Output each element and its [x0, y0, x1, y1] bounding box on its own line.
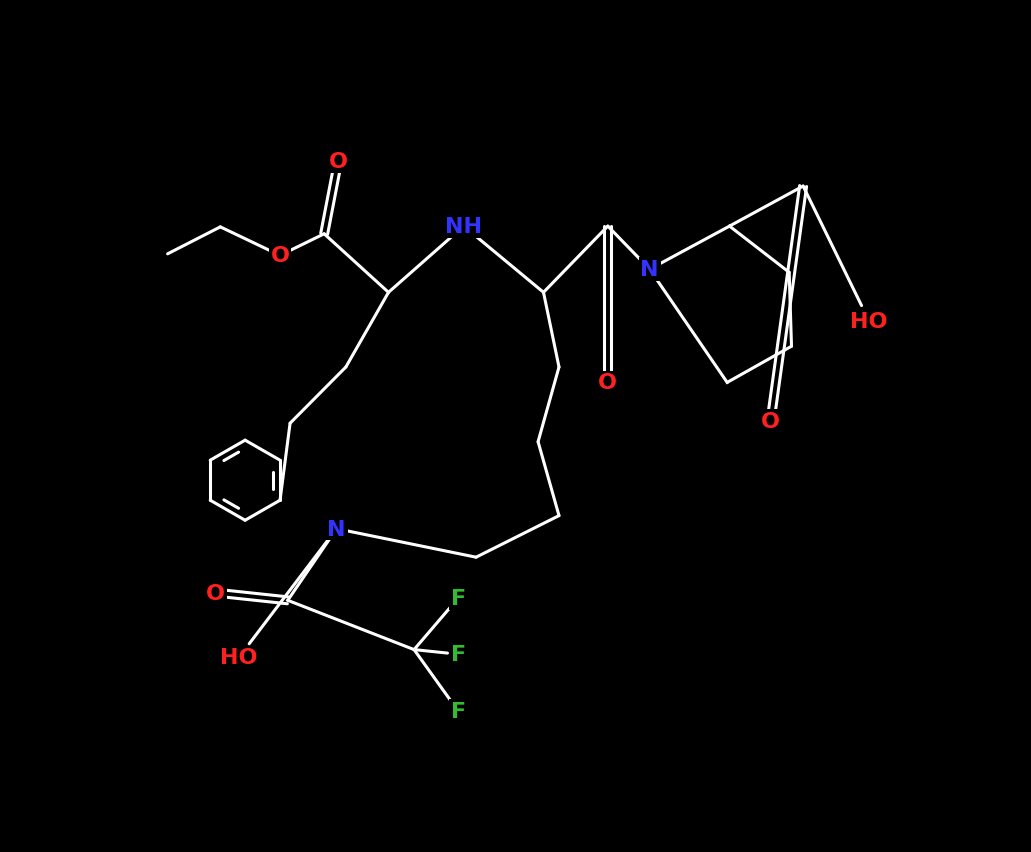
Text: O: O — [761, 412, 780, 431]
Text: F: F — [451, 644, 466, 665]
Text: N: N — [327, 519, 345, 539]
Text: O: O — [206, 583, 225, 603]
Text: O: O — [598, 373, 618, 393]
Text: F: F — [451, 589, 466, 608]
Text: O: O — [270, 246, 290, 266]
Text: HO: HO — [221, 648, 258, 667]
Text: O: O — [329, 153, 347, 172]
Text: NH: NH — [445, 217, 483, 237]
Text: HO: HO — [851, 312, 888, 331]
Text: N: N — [640, 260, 659, 280]
Text: F: F — [451, 701, 466, 722]
